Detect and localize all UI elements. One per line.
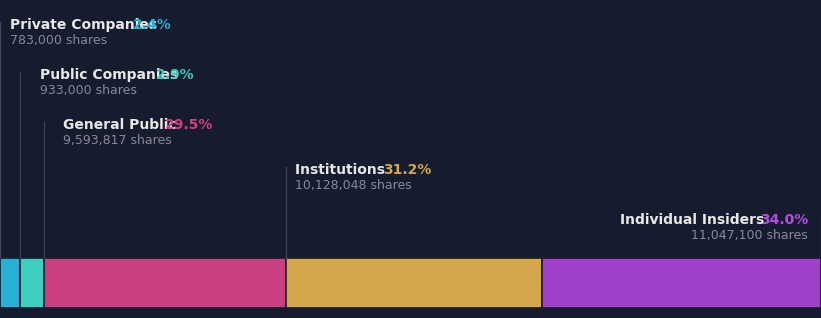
Text: 31.2%: 31.2% [383, 163, 431, 177]
Text: 2.4%: 2.4% [133, 18, 172, 32]
Text: General Public: General Public [63, 118, 181, 132]
Text: 933,000 shares: 933,000 shares [40, 84, 137, 97]
Text: Public Companies: Public Companies [40, 68, 183, 82]
Bar [44, 258, 286, 308]
Text: Institutions: Institutions [295, 163, 390, 177]
Bar [286, 258, 542, 308]
Text: 29.5%: 29.5% [165, 118, 213, 132]
Text: 10,128,048 shares: 10,128,048 shares [295, 179, 412, 192]
Text: 2.9%: 2.9% [156, 68, 195, 82]
Bar [0, 258, 20, 308]
Text: 34.0%: 34.0% [759, 213, 808, 227]
Text: Individual Insiders: Individual Insiders [620, 213, 769, 227]
Text: Private Companies: Private Companies [10, 18, 162, 32]
Text: 783,000 shares: 783,000 shares [10, 34, 107, 47]
Bar [20, 258, 44, 308]
Text: 11,047,100 shares: 11,047,100 shares [691, 229, 808, 242]
Bar [542, 258, 821, 308]
Text: 9,593,817 shares: 9,593,817 shares [63, 134, 172, 147]
